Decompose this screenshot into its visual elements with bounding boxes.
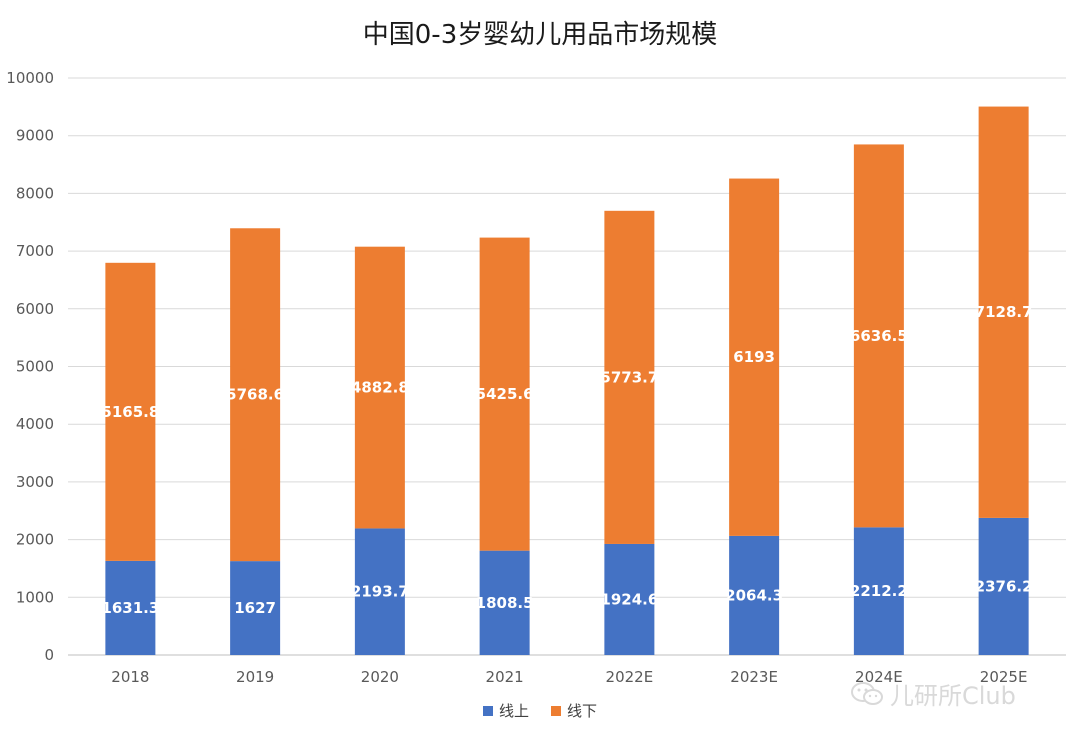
watermark-text: 儿研所Club: [890, 682, 1016, 710]
bar-offline: [729, 178, 780, 536]
data-label: 1808.5: [476, 594, 534, 612]
bar-offline: [230, 228, 281, 562]
x-tick-label: 2020: [361, 668, 399, 686]
x-tick-label: 2023E: [730, 668, 778, 686]
bar-online: [729, 535, 780, 655]
y-tick-label: 1000: [16, 588, 54, 606]
legend-item-online: 线上: [482, 700, 529, 721]
data-label: 5165.8: [101, 403, 159, 421]
data-label: 2064.3: [725, 586, 783, 604]
bar-online: [853, 527, 904, 655]
x-tick-label: 2024E: [855, 668, 903, 686]
x-tick-label: 2025E: [980, 668, 1028, 686]
bar-offline: [354, 246, 405, 529]
y-axis-ticks: 0 1000 2000 3000 4000 5000 6000 7000 8000 9000 100…: [6, 69, 54, 664]
legend-label-offline: 线下: [567, 702, 598, 720]
bar-offline: [853, 144, 904, 528]
y-tick-label: 10000: [6, 69, 54, 87]
legend: 线上 线下: [0, 700, 1080, 721]
y-tick-label: 0: [44, 646, 54, 664]
data-label: 1627: [234, 599, 276, 617]
data-label: 1631.3: [101, 599, 159, 617]
data-label: 1924.6: [600, 590, 658, 608]
bar-online: [105, 560, 156, 655]
data-label: 2193.7: [351, 583, 409, 601]
bar-online: [230, 561, 281, 655]
y-tick-label: 2000: [16, 531, 54, 549]
legend-swatch-online: [482, 705, 493, 716]
y-tick-label: 9000: [16, 127, 54, 145]
bar-online: [604, 543, 655, 655]
data-label: 5425.6: [476, 385, 534, 403]
x-axis-ticks: 2018 2019 2020 2021 2022E 2023E 2024E 2025E: [111, 668, 1027, 686]
y-tick-label: 8000: [16, 184, 54, 202]
bar-offline: [604, 210, 655, 544]
bar-offline: [978, 106, 1029, 518]
data-label: 6193: [733, 348, 775, 366]
y-tick-label: 7000: [16, 242, 54, 260]
bar-online: [479, 550, 530, 655]
data-labels: 1631.3 5165.8 1627 5768.6 2193.7 4882.8 1808.5…: [101, 303, 1032, 617]
data-label: 4882.8: [351, 379, 409, 397]
data-label: 6636.5: [850, 327, 908, 345]
x-tick-label: 2019: [236, 668, 274, 686]
bars: [105, 106, 1029, 655]
x-tick-label: 2021: [486, 668, 524, 686]
legend-swatch-offline: [551, 705, 561, 716]
legend-item-offline: 线下: [551, 700, 597, 721]
y-tick-label: 6000: [16, 300, 54, 318]
bar-offline: [479, 237, 530, 551]
data-label: 5768.6: [226, 386, 284, 404]
data-label: 2212.2: [850, 582, 908, 600]
gridlines: [68, 77, 1066, 656]
data-label: 2376.2: [975, 577, 1033, 595]
x-tick-label: 2022E: [606, 668, 654, 686]
y-tick-label: 5000: [16, 358, 54, 376]
data-label: 5773.7: [600, 368, 658, 386]
data-label: 7128.7: [975, 303, 1033, 321]
bar-offline: [105, 262, 156, 561]
watermark: 儿研所Club: [850, 676, 1016, 711]
bar-online: [978, 517, 1029, 655]
y-tick-label: 3000: [16, 473, 54, 491]
wechat-icon: [851, 681, 883, 705]
chart-title: 中国0-3岁婴幼儿用品市场规模: [362, 20, 718, 50]
bar-online: [354, 528, 405, 655]
x-tick-label: 2018: [111, 668, 149, 686]
y-tick-label: 4000: [16, 415, 54, 433]
legend-label-online: 线上: [498, 702, 529, 720]
